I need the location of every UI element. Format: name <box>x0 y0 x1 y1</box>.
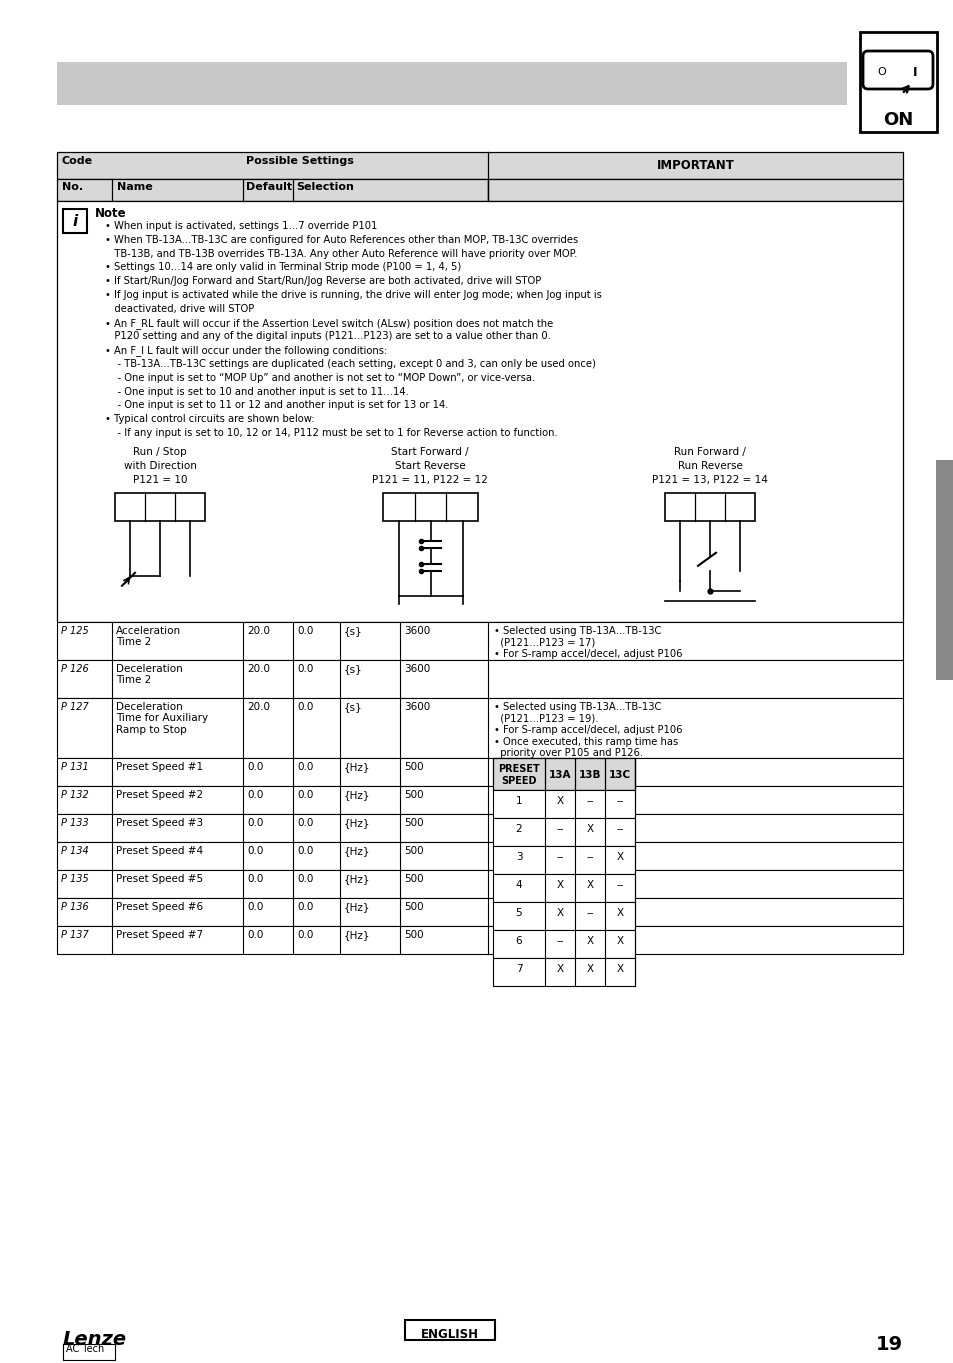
Text: 3: 3 <box>516 852 521 861</box>
Text: i: i <box>72 214 77 229</box>
Text: Preset Speed #5: Preset Speed #5 <box>116 874 203 883</box>
Bar <box>935 459 953 680</box>
Text: 0.0: 0.0 <box>296 702 313 711</box>
Text: 0.0: 0.0 <box>296 818 313 827</box>
Text: P120 setting and any of the digital inputs (P121...P123) are set to a value othe: P120 setting and any of the digital inpu… <box>105 331 550 341</box>
Text: IMPORTANT: IMPORTANT <box>656 159 734 172</box>
Text: AC Tech: AC Tech <box>66 1344 104 1353</box>
Text: P 136: P 136 <box>61 902 89 912</box>
Text: • Selected using TB-13A...TB-13C
  (P121...P123 = 19).
• For S-ramp accel/decel,: • Selected using TB-13A...TB-13C (P121..… <box>494 702 681 758</box>
Text: Preset Speed #2: Preset Speed #2 <box>116 789 203 800</box>
Text: 500: 500 <box>403 846 423 856</box>
Text: 1: 1 <box>516 796 521 806</box>
Text: Preset Speed #1: Preset Speed #1 <box>116 762 203 771</box>
Bar <box>57 814 902 842</box>
Text: Selection: Selection <box>295 183 354 192</box>
Bar <box>57 898 902 925</box>
Text: Lenze: Lenze <box>63 1330 127 1349</box>
Text: 5: 5 <box>516 908 521 917</box>
Text: X: X <box>556 796 563 806</box>
Text: --: -- <box>556 936 563 946</box>
Text: 0.0: 0.0 <box>247 930 263 940</box>
Text: 0.0: 0.0 <box>296 930 313 940</box>
Text: 7: 7 <box>516 964 521 973</box>
Text: P 135: P 135 <box>61 874 89 883</box>
Text: - If any input is set to 10, 12 or 14, P112 must be set to 1 for Reverse action : - If any input is set to 10, 12 or 14, P… <box>105 428 558 438</box>
Text: Possible Settings: Possible Settings <box>246 155 354 166</box>
Text: {s}: {s} <box>344 702 362 711</box>
Bar <box>57 179 488 200</box>
Text: • Typical control circuits are shown below:: • Typical control circuits are shown bel… <box>105 414 314 424</box>
Text: 500: 500 <box>403 789 423 800</box>
Text: P121 = 10: P121 = 10 <box>132 474 187 485</box>
Text: X: X <box>586 964 593 973</box>
Bar <box>57 200 902 622</box>
Text: P 127: P 127 <box>61 702 89 711</box>
Text: --: -- <box>586 852 593 861</box>
Text: {s}: {s} <box>344 664 362 673</box>
Text: TB-13B, and TB-13B overrides TB-13A. Any other Auto Reference will have priority: TB-13B, and TB-13B overrides TB-13A. Any… <box>105 248 577 259</box>
Text: Code: Code <box>62 155 93 166</box>
Text: ENGLISH: ENGLISH <box>420 1328 478 1341</box>
Text: - One input is set to 11 or 12 and another input is set for 13 or 14.: - One input is set to 11 or 12 and anoth… <box>105 401 448 410</box>
Bar <box>57 842 902 870</box>
Text: 3600: 3600 <box>403 664 430 673</box>
Text: 13B: 13B <box>578 770 600 780</box>
Text: Start Reverse: Start Reverse <box>395 461 465 470</box>
Text: 13A: 13A <box>548 770 571 780</box>
FancyBboxPatch shape <box>862 50 932 89</box>
Text: X: X <box>616 908 623 917</box>
Text: PRESET
SPEED: PRESET SPEED <box>497 763 539 786</box>
Text: Start Forward /: Start Forward / <box>391 447 468 457</box>
Text: X: X <box>586 823 593 834</box>
Text: P 133: P 133 <box>61 818 89 827</box>
Text: • Selected using TB-13A...TB-13C
  (P121...P123 = 17)
• For S-ramp accel/decel, : • Selected using TB-13A...TB-13C (P121..… <box>494 626 681 658</box>
Text: {s}: {s} <box>344 626 362 635</box>
Bar <box>859 31 936 132</box>
Text: P121 = 13, P122 = 14: P121 = 13, P122 = 14 <box>652 474 767 485</box>
Text: --: -- <box>586 796 593 806</box>
Text: Preset Speed #7: Preset Speed #7 <box>116 930 203 940</box>
Text: 3600: 3600 <box>403 626 430 635</box>
Text: 6: 6 <box>516 936 521 946</box>
Text: Name: Name <box>117 183 152 192</box>
Text: O: O <box>877 67 885 76</box>
Text: - One input is set to “MOP Up” and another is not set to “MOP Down”, or vice-ver: - One input is set to “MOP Up” and anoth… <box>105 373 535 383</box>
Text: {Hz}: {Hz} <box>344 874 370 883</box>
Text: 500: 500 <box>403 874 423 883</box>
Text: • If Start/Run/Jog Forward and Start/Run/Jog Reverse are both activated, drive w: • If Start/Run/Jog Forward and Start/Run… <box>105 277 540 286</box>
Bar <box>57 660 902 698</box>
Text: 500: 500 <box>403 902 423 912</box>
Text: X: X <box>556 964 563 973</box>
Text: P 137: P 137 <box>61 930 89 940</box>
Bar <box>493 818 635 846</box>
Bar <box>57 925 902 954</box>
Text: • When input is activated, settings 1...7 override P101: • When input is activated, settings 1...… <box>105 221 377 230</box>
Text: P 132: P 132 <box>61 789 89 800</box>
Text: 500: 500 <box>403 818 423 827</box>
Text: 0.0: 0.0 <box>247 818 263 827</box>
Text: Preset Speed #3: Preset Speed #3 <box>116 818 203 827</box>
Text: 0.0: 0.0 <box>296 664 313 673</box>
Text: X: X <box>556 908 563 917</box>
Bar <box>57 758 902 786</box>
Text: {Hz}: {Hz} <box>344 762 370 771</box>
Bar <box>493 958 635 985</box>
Text: I: I <box>912 65 916 79</box>
Text: P 134: P 134 <box>61 846 89 856</box>
Bar <box>57 622 902 660</box>
Text: • If Jog input is activated while the drive is running, the drive will enter Jog: • If Jog input is activated while the dr… <box>105 290 601 300</box>
Bar <box>382 493 477 521</box>
Bar <box>493 758 635 789</box>
Text: X: X <box>586 936 593 946</box>
Bar <box>63 1344 115 1360</box>
Bar <box>493 789 635 818</box>
Text: - One input is set to 10 and another input is set to 11...14.: - One input is set to 10 and another inp… <box>105 387 409 397</box>
Text: 0.0: 0.0 <box>247 762 263 771</box>
Bar <box>57 870 902 898</box>
Text: 0.0: 0.0 <box>247 846 263 856</box>
Text: {Hz}: {Hz} <box>344 930 370 940</box>
Text: 20.0: 20.0 <box>247 702 270 711</box>
Text: • An F_I L fault will occur under the following conditions:: • An F_I L fault will occur under the fo… <box>105 345 387 356</box>
Text: Run Reverse: Run Reverse <box>677 461 741 470</box>
